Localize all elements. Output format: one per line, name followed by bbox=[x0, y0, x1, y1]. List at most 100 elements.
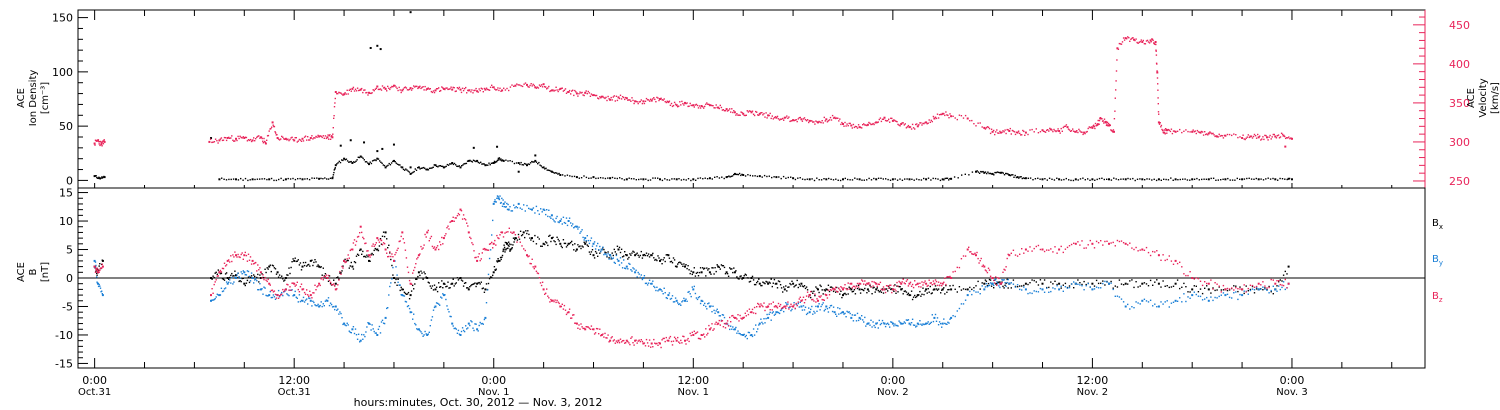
density-point bbox=[103, 176, 106, 179]
bx-point bbox=[786, 290, 788, 292]
velocity-point bbox=[264, 142, 267, 145]
bz-point bbox=[1218, 285, 1220, 287]
density-point bbox=[382, 164, 384, 166]
bx-point bbox=[839, 293, 841, 295]
velocity-point bbox=[293, 139, 296, 142]
velocity-point bbox=[1098, 123, 1100, 125]
density-outlier-point bbox=[381, 147, 384, 150]
density-point bbox=[556, 172, 558, 174]
bz-point bbox=[723, 322, 726, 325]
velocity-point bbox=[1153, 42, 1155, 44]
bx-point bbox=[470, 284, 472, 287]
b-tick-label: -15 bbox=[55, 357, 73, 370]
by-point bbox=[561, 223, 563, 225]
velocity-point bbox=[1118, 42, 1121, 45]
bz-point bbox=[281, 293, 283, 295]
velocity-point bbox=[1070, 130, 1073, 132]
density-point bbox=[1110, 179, 1113, 181]
density-point bbox=[235, 178, 237, 181]
by-point bbox=[983, 288, 986, 291]
bx-point bbox=[840, 290, 842, 292]
velocity-point bbox=[895, 120, 897, 122]
bx-point bbox=[320, 266, 322, 268]
velocity-point bbox=[813, 121, 815, 123]
by-point bbox=[319, 304, 321, 307]
by-point bbox=[268, 294, 271, 297]
by-point bbox=[1231, 297, 1233, 299]
bx-point bbox=[819, 284, 821, 286]
bx-point bbox=[348, 267, 350, 269]
bx-point bbox=[534, 234, 536, 237]
velocity-point bbox=[604, 97, 606, 100]
velocity-point bbox=[743, 114, 745, 117]
bx-point bbox=[337, 276, 339, 278]
by-point bbox=[889, 326, 891, 328]
bz-point bbox=[830, 289, 833, 292]
by-point bbox=[763, 318, 765, 320]
by-point bbox=[824, 308, 826, 311]
density-point bbox=[557, 173, 559, 175]
by-point bbox=[263, 286, 265, 288]
by-point bbox=[895, 324, 897, 327]
by-point bbox=[615, 254, 618, 257]
density-point bbox=[882, 178, 884, 180]
density-point bbox=[491, 162, 494, 164]
bx-point bbox=[603, 248, 605, 251]
velocity-point bbox=[1046, 129, 1048, 131]
bz-point bbox=[930, 282, 932, 284]
bx-point bbox=[954, 288, 956, 290]
bx-point bbox=[689, 272, 691, 275]
bx-point bbox=[1097, 282, 1100, 285]
velocity-point bbox=[270, 127, 272, 130]
velocity-point bbox=[670, 102, 673, 105]
bx-point bbox=[869, 285, 871, 287]
bx-point bbox=[368, 259, 370, 262]
bz-point bbox=[738, 320, 740, 322]
bz-point bbox=[412, 272, 414, 274]
velocity-point bbox=[770, 117, 772, 120]
bx-point bbox=[720, 264, 723, 266]
bz-point bbox=[441, 236, 443, 239]
velocity-point bbox=[212, 141, 214, 143]
velocity-point bbox=[1165, 129, 1167, 132]
bz-point bbox=[1281, 284, 1283, 286]
by-point bbox=[304, 299, 307, 301]
velocity-point bbox=[795, 119, 797, 121]
by-point bbox=[690, 295, 692, 298]
bz-point bbox=[1127, 244, 1129, 246]
bz-point bbox=[297, 288, 299, 291]
bx-point bbox=[514, 238, 516, 241]
bz-point bbox=[1247, 287, 1249, 290]
velocity-point bbox=[453, 87, 455, 89]
density-point bbox=[322, 178, 324, 180]
bx-point bbox=[714, 267, 716, 269]
density-point bbox=[1002, 172, 1004, 174]
bx-point bbox=[962, 288, 965, 290]
density-point bbox=[534, 159, 537, 162]
bx-point bbox=[878, 291, 880, 293]
bx-point bbox=[831, 287, 834, 289]
by-point bbox=[507, 208, 510, 211]
bz-point bbox=[97, 271, 99, 274]
bz-point bbox=[357, 235, 360, 238]
bx-point bbox=[881, 288, 884, 290]
bx-point bbox=[556, 236, 558, 238]
bz-point bbox=[972, 253, 974, 255]
density-point bbox=[334, 168, 336, 170]
bx-point bbox=[958, 286, 961, 288]
bz-point bbox=[333, 283, 335, 285]
by-point bbox=[1268, 292, 1270, 294]
bx-point bbox=[765, 280, 767, 283]
bx-point bbox=[482, 287, 484, 289]
bx-point bbox=[828, 290, 831, 293]
velocity-point bbox=[990, 128, 993, 130]
bz-point bbox=[382, 242, 385, 244]
bx-point bbox=[1127, 283, 1129, 285]
bz-point bbox=[498, 237, 500, 240]
bz-point bbox=[1279, 283, 1281, 286]
velocity-point bbox=[869, 122, 871, 125]
bx-point bbox=[1135, 281, 1137, 283]
bz-point bbox=[1016, 255, 1019, 257]
bx-point bbox=[462, 285, 465, 287]
by-point bbox=[474, 323, 476, 325]
